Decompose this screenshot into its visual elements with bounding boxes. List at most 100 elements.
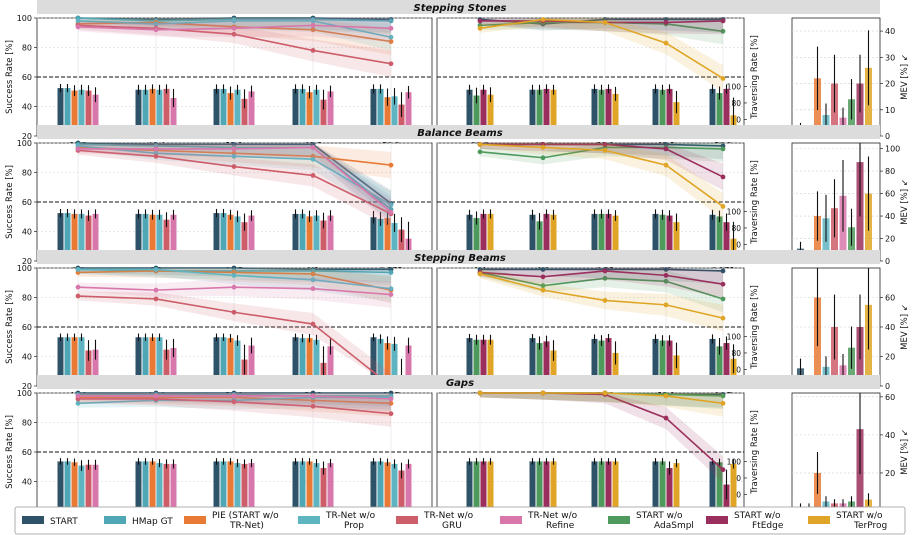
mev-tick-label: 20 <box>885 80 895 89</box>
right-bar-start-w-o-ftedge <box>543 88 550 136</box>
legend-label-line: START w/o <box>734 511 781 521</box>
right-bar-start-w-o-terprog <box>550 461 557 511</box>
mev-panel-frame <box>791 392 881 512</box>
left-bar-tr-net-w-o-prop <box>78 465 85 511</box>
legend-label: START w/o AdaSmpl <box>636 511 694 531</box>
left-bar-tr-net-w-o-refine <box>248 345 255 386</box>
right-point-start-w-o-terprog <box>720 315 726 321</box>
right-bar-start-w-o-ftedge <box>666 468 673 511</box>
left-point-pie-start-w-o-tr-net <box>388 400 394 406</box>
right-bar-start <box>591 213 598 261</box>
right-bar-start-w-o-adasmpl <box>536 89 543 136</box>
left-point-tr-net-w-o-gru <box>231 399 237 405</box>
left-bar-hmap-gt <box>220 337 227 386</box>
right-point-start-w-o-ftedge <box>602 268 608 274</box>
right-bar-start-w-o-terprog <box>550 89 557 136</box>
right-bar-start-w-o-adasmpl <box>598 461 605 511</box>
right-point-start-w-o-terprog <box>477 271 483 277</box>
right-point-start-w-o-adasmpl <box>540 283 546 289</box>
left-bar-tr-net-w-o-gru <box>241 98 248 136</box>
left-point-tr-net-w-o-refine <box>388 292 394 297</box>
left-point-tr-net-w-o-refine <box>153 287 159 293</box>
right-bar-start-w-o-terprog <box>550 350 557 386</box>
left-point-tr-net-w-o-prop <box>231 153 237 159</box>
left-bar-tr-net-w-o-gru <box>241 222 248 261</box>
right-bar-start <box>591 88 598 136</box>
y-tick-label: 80 <box>22 44 32 53</box>
left-bar-hmap-gt <box>377 461 384 511</box>
left-band-pie-start-w-o-tr-net <box>78 268 391 304</box>
left-point-tr-net-w-o-gru <box>231 31 237 37</box>
left-bar-tr-net-w-o-refine <box>405 92 412 136</box>
left-point-tr-net-w-o-refine <box>75 393 81 399</box>
right-point-start-w-o-ftedge <box>663 272 669 278</box>
right-bar-start-w-o-ftedge <box>666 88 673 136</box>
right-bar-start-w-o-terprog <box>612 215 619 261</box>
right-bar-start-w-o-ftedge <box>605 461 612 511</box>
left-bar-tr-net-w-o-gru <box>398 470 405 511</box>
left-bar-hmap-gt <box>377 88 384 136</box>
mev-tick-label: 60 <box>885 294 895 303</box>
left-bar-pie-start-w-o-tr-net <box>227 214 234 261</box>
left-point-tr-net-w-o-refine <box>153 146 159 152</box>
right-bar-start-w-o-ftedge <box>723 343 730 386</box>
left-bar-tr-net-w-o-gru <box>398 229 405 261</box>
left-bar-tr-net-w-o-prop <box>234 463 241 511</box>
left-bar-pie-start-w-o-tr-net <box>384 218 391 261</box>
left-point-tr-net-w-o-gru <box>75 293 81 299</box>
mev-tick-label: 40 <box>885 323 895 332</box>
right-bar-start <box>709 88 716 136</box>
legend-swatch-start-w-o-ftedge <box>706 516 728 524</box>
right-bar-start-w-o-terprog <box>673 102 680 136</box>
right-point-start-w-o-terprog <box>602 20 608 25</box>
left-point-tr-net-w-o-prop <box>310 277 316 283</box>
right-band-start-w-o-terprog <box>480 393 723 417</box>
row-title: Balance Beams <box>417 128 502 139</box>
legend-swatch-start-w-o-terprog <box>808 516 830 524</box>
left-bar-tr-net-w-o-gru <box>163 88 170 136</box>
left-bar-tr-net-w-o-gru <box>163 463 170 511</box>
right-bar-start <box>709 461 716 511</box>
y-tick-label: 20 <box>22 132 32 141</box>
right-bar-start <box>466 89 473 136</box>
legend-swatch-start-w-o-adasmpl <box>608 516 630 524</box>
right-bar-start-w-o-adasmpl <box>473 339 480 386</box>
left-bar-start <box>370 88 377 136</box>
right-bar-start-w-o-adasmpl <box>659 214 666 261</box>
right-point-start-w-o-terprog <box>602 390 608 396</box>
right-bar-start <box>652 88 659 136</box>
left-point-tr-net-w-o-gru <box>388 61 394 67</box>
row-title: Gaps <box>446 378 474 389</box>
left-bar-tr-net-w-o-prop <box>78 89 85 136</box>
right-bar-start-w-o-adasmpl <box>659 340 666 386</box>
right-bar-start <box>709 338 716 386</box>
y-tick-label: 20 <box>22 257 32 266</box>
legend-label: TR-Net w/o Prop <box>325 511 376 531</box>
right-point-start-w-o-terprog <box>720 76 726 81</box>
left-bar-hmap-gt <box>220 213 227 261</box>
mev-label: MEV [%] ↙ <box>900 304 910 350</box>
right-bar-start-w-o-adasmpl <box>659 461 666 511</box>
right-bar-start-w-o-ftedge <box>543 461 550 511</box>
left-bar-hmap-gt <box>299 88 306 136</box>
left-bar-start <box>135 213 142 261</box>
right-bar-start-w-o-adasmpl <box>473 218 480 261</box>
right-bar-start-w-o-adasmpl <box>598 89 605 136</box>
left-bar-hmap-gt <box>64 461 71 511</box>
legend-swatch-tr-net-w-o-refine <box>500 516 522 524</box>
traversing-tick-label: 100 <box>727 332 742 341</box>
traversing-tick-label: 100 <box>727 82 742 91</box>
left-bar-hmap-gt <box>142 337 149 386</box>
right-point-start-w-o-adasmpl <box>477 149 483 155</box>
legend-label-line: TR-Net) <box>229 521 264 531</box>
left-bar-pie-start-w-o-tr-net <box>149 337 156 386</box>
right-bar-start-w-o-terprog <box>487 339 494 386</box>
legend-label: START w/o TerProg <box>836 511 887 531</box>
mev-tick-label: 80 <box>885 167 895 176</box>
legend-label: START <box>50 517 78 527</box>
right-point-start-w-o-adasmpl <box>663 278 669 284</box>
mev-tick-label: 40 <box>885 27 895 36</box>
legend-label-line: Refine <box>546 521 575 531</box>
left-point-tr-net-w-o-gru <box>153 153 159 159</box>
